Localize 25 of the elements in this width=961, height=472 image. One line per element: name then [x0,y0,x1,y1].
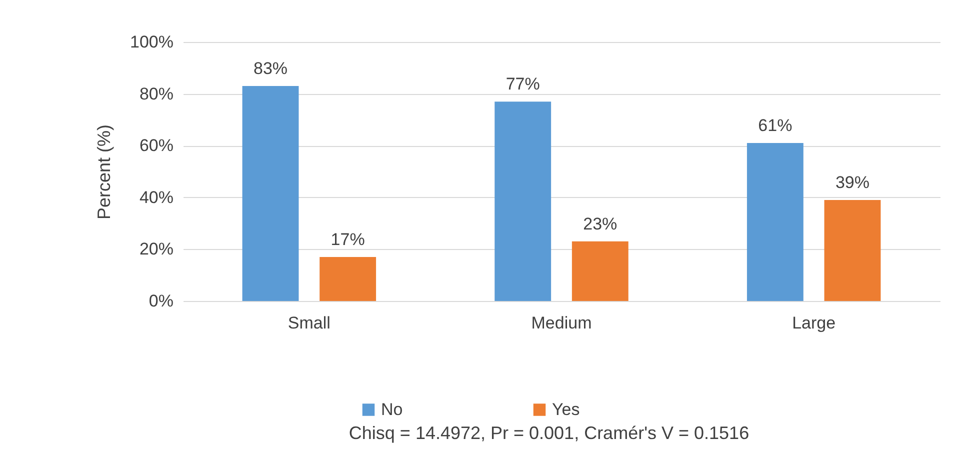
legend-label: No [381,400,403,419]
y-tick-label: 0% [148,292,174,310]
x-tick-label: Large [792,314,836,332]
data-label: 83% [254,59,288,78]
y-tick-label: 60% [139,136,174,156]
data-label: 39% [835,172,870,192]
bar [494,102,552,301]
bar [824,200,881,301]
bar [746,143,804,301]
data-label: 77% [506,74,540,94]
bar [572,241,628,301]
y-axis-title: Percent (%) [94,124,114,220]
x-tick-label: Medium [531,314,592,332]
data-label: 61% [758,116,792,136]
bar [320,256,376,301]
x-tick-label: Small [288,314,330,332]
y-tick-label: 20% [139,240,174,259]
y-tick-label: 100% [130,32,174,52]
bar [242,86,299,301]
data-label: 17% [330,230,365,249]
legend-label: Yes [552,400,580,419]
text: Chisq = 14.4972, Pr = 0.001, Cramér's V = 0.1516 [348,423,750,443]
y-tick-label: 80% [139,84,174,104]
data-label: 23% [583,214,618,234]
y-tick-label: 40% [139,188,174,207]
